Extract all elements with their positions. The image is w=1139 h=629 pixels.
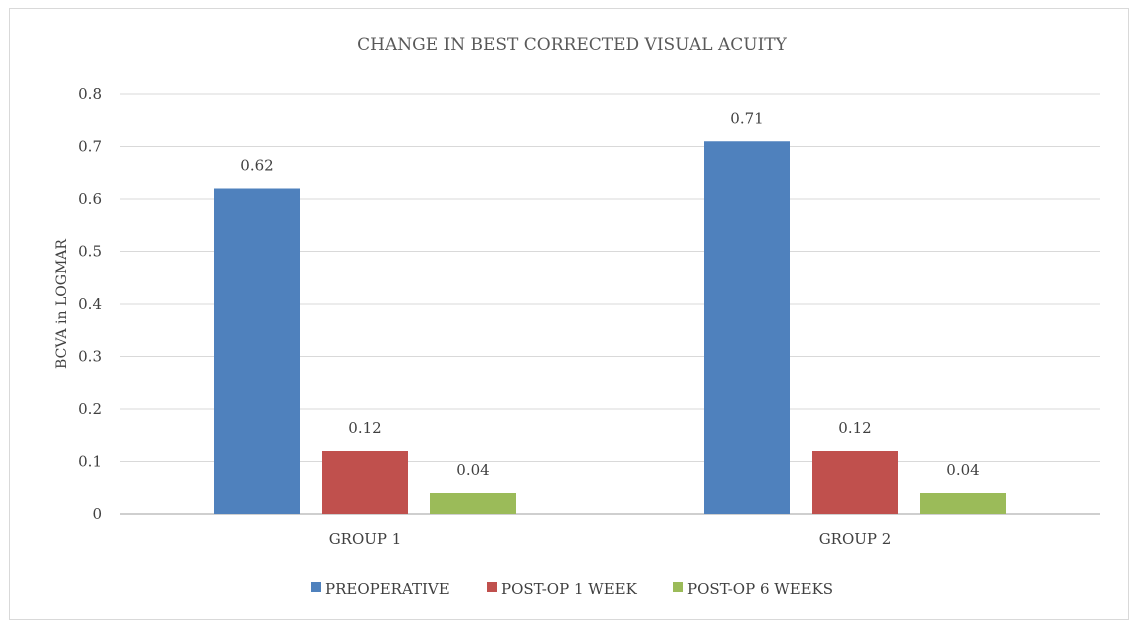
category-labels: GROUP 1 GROUP 2	[329, 530, 892, 548]
bar-preoperative-group-1	[214, 188, 300, 514]
data-label: 0.62	[240, 157, 273, 175]
data-label: 0.12	[838, 419, 871, 437]
data-label: 0.04	[456, 461, 489, 479]
legend-swatch	[673, 582, 683, 592]
legend-swatch	[311, 582, 321, 592]
y-axis-ticks: 0 0.1 0.2 0.3 0.4 0.5 0.6 0.7 0.8	[78, 85, 102, 523]
bar-post-op-1-week-group-2	[812, 451, 898, 514]
y-tick-label: 0.8	[78, 85, 102, 103]
legend-label: PREOPERATIVE	[325, 580, 450, 598]
legend-label: POST-OP 1 WEEK	[501, 580, 638, 598]
y-tick-label: 0.6	[78, 190, 102, 208]
data-label: 0.04	[946, 461, 979, 479]
y-tick-label: 0.7	[78, 138, 102, 156]
data-label: 0.71	[730, 109, 763, 127]
y-tick-label: 0.3	[78, 348, 102, 366]
chart-frame	[9, 8, 1129, 620]
category-label: GROUP 1	[329, 530, 402, 548]
legend: PREOPERATIVE POST-OP 1 WEEK POST-OP 6 WEEK…	[311, 580, 833, 598]
bar-post-op-6-weeks-group-1	[430, 493, 516, 514]
category-label: GROUP 2	[819, 530, 892, 548]
y-tick-label: 0.2	[78, 400, 102, 418]
y-tick-label: 0.5	[78, 243, 102, 261]
y-tick-label: 0	[92, 505, 102, 523]
y-tick-label: 0.4	[78, 295, 102, 313]
bar-preoperative-group-2	[704, 141, 790, 514]
legend-label: POST-OP 6 WEEKS	[687, 580, 833, 598]
bar-post-op-1-week-group-1	[322, 451, 408, 514]
bars	[214, 141, 1006, 514]
chart-title: CHANGE IN BEST CORRECTED VISUAL ACUITY	[357, 35, 787, 55]
data-labels: 0.62 0.12 0.04 0.71 0.12 0.04	[240, 109, 979, 479]
data-label: 0.12	[348, 419, 381, 437]
y-axis-title: BCVA in LOGMAR	[54, 239, 70, 369]
bar-post-op-6-weeks-group-2	[920, 493, 1006, 514]
legend-swatch	[487, 582, 497, 592]
y-tick-label: 0.1	[78, 453, 102, 471]
